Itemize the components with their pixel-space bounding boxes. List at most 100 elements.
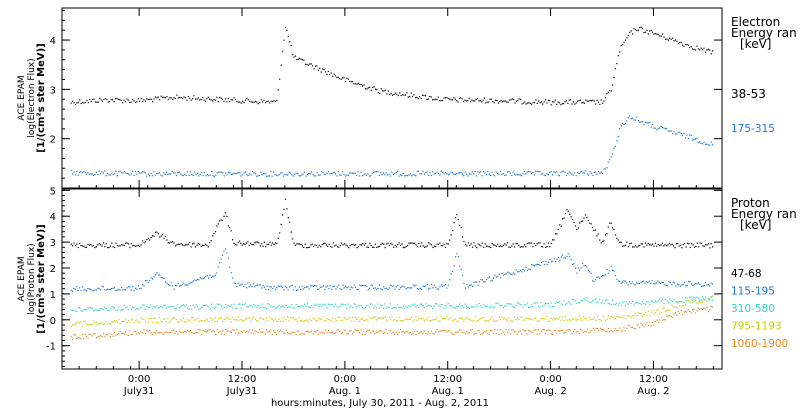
data-point — [547, 329, 549, 331]
data-point — [624, 244, 627, 246]
proton-ylabel-line: [1/(cm²s ster MeV)] — [36, 224, 47, 333]
data-point — [696, 137, 698, 139]
data-point — [669, 314, 671, 317]
data-point — [126, 98, 128, 100]
data-point — [132, 99, 134, 101]
data-point — [384, 89, 387, 91]
data-point — [122, 321, 124, 323]
data-point — [401, 286, 403, 288]
data-point — [677, 131, 679, 133]
data-point — [353, 172, 355, 174]
data-point — [682, 313, 684, 316]
data-point — [133, 322, 135, 324]
data-point — [370, 245, 372, 247]
data-point — [395, 331, 397, 333]
data-point — [429, 95, 431, 98]
data-point — [630, 326, 632, 329]
data-point — [180, 173, 182, 175]
data-point — [579, 269, 581, 271]
data-point — [171, 306, 173, 308]
data-point — [224, 98, 227, 100]
data-point — [302, 59, 304, 61]
data-point — [693, 297, 695, 299]
data-point — [230, 230, 232, 232]
data-point — [672, 133, 674, 135]
data-point — [194, 98, 197, 100]
data-point — [460, 317, 462, 319]
data-point — [669, 298, 671, 300]
data-point — [123, 99, 125, 101]
data-point — [203, 244, 205, 247]
data-point — [212, 175, 214, 177]
data-point — [106, 98, 108, 100]
data-point — [310, 285, 312, 287]
electron-ylabel-line: [1/(cm²s ster MeV)] — [36, 43, 47, 152]
data-point — [447, 284, 449, 286]
data-point — [204, 331, 206, 333]
data-point — [230, 272, 232, 274]
data-point — [80, 171, 82, 173]
data-point — [287, 316, 289, 318]
proton-y-tick-label: 4 — [50, 212, 56, 223]
data-point — [104, 289, 106, 291]
data-point — [487, 277, 489, 279]
data-point — [130, 101, 132, 103]
data-point — [323, 69, 325, 71]
data-point — [201, 306, 203, 308]
data-point — [542, 172, 544, 175]
data-point — [428, 331, 430, 333]
data-point — [475, 320, 478, 322]
data-point — [557, 174, 559, 176]
data-point — [329, 319, 331, 321]
data-point — [261, 318, 263, 320]
data-point — [410, 92, 412, 94]
data-point — [272, 100, 274, 103]
data-point — [449, 317, 451, 320]
data-point — [217, 266, 219, 268]
data-point — [444, 246, 447, 248]
data-point — [584, 330, 586, 332]
data-point — [204, 100, 207, 102]
data-point — [429, 332, 431, 335]
data-point — [604, 234, 607, 236]
data-point — [570, 303, 572, 305]
data-point — [384, 247, 386, 249]
data-point — [295, 318, 297, 320]
data-point — [414, 285, 416, 287]
data-point — [143, 285, 145, 287]
data-point — [677, 301, 679, 303]
data-point — [205, 331, 207, 333]
data-point — [509, 246, 511, 248]
data-point — [240, 318, 242, 320]
data-point — [499, 318, 501, 321]
data-point — [654, 242, 656, 244]
data-point — [194, 171, 196, 173]
x-tick-label: 0:00 — [334, 374, 356, 385]
data-point — [274, 318, 276, 320]
data-point — [244, 318, 246, 320]
data-point — [521, 333, 523, 335]
data-point — [366, 88, 368, 90]
data-point — [134, 170, 137, 172]
data-point — [522, 268, 524, 270]
data-point — [208, 277, 210, 279]
data-point — [673, 131, 675, 133]
data-point — [328, 287, 330, 290]
data-point — [484, 243, 486, 245]
data-point — [243, 243, 245, 245]
data-point — [694, 300, 697, 302]
data-point — [194, 332, 196, 335]
data-point — [320, 246, 322, 248]
data-point — [659, 127, 661, 129]
data-point — [609, 270, 611, 272]
data-point — [181, 284, 183, 286]
data-point — [348, 247, 350, 249]
data-point — [130, 308, 132, 310]
data-point — [632, 246, 634, 248]
data-point — [369, 242, 371, 244]
data-point — [312, 306, 314, 308]
data-point — [429, 305, 431, 307]
data-point — [673, 299, 675, 301]
data-point — [422, 304, 424, 307]
data-point — [415, 316, 417, 318]
